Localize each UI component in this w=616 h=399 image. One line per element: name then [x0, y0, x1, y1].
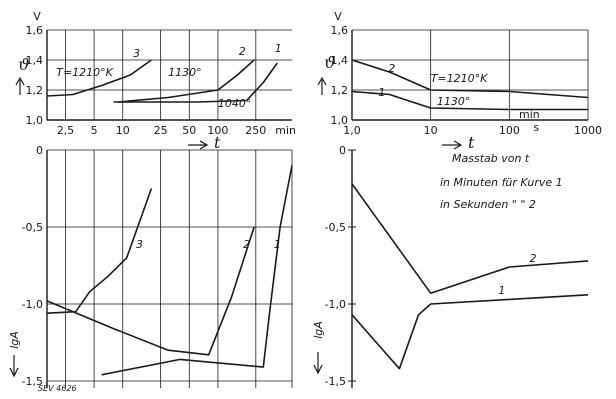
y-arrow-top-right [317, 76, 327, 95]
y-tick-label-bottom-left: 0 [36, 144, 43, 157]
series-line-3-bottom-left [46, 188, 153, 314]
y-tick-label-top-left: 1,6 [26, 24, 44, 37]
x-tick-label-top-left: 250 [245, 124, 266, 137]
annotation-scale-line2: in Minuten für Kurve 1 [440, 176, 563, 189]
x-tick-label-top-right: 1,0 [343, 124, 361, 137]
x-tick-label-top-left: 50 [182, 124, 196, 137]
x-arrow-top-left [188, 140, 209, 150]
y-tick-label-top-right: 1,6 [331, 24, 349, 37]
annotation-temp-top-right: T=1210°K [431, 72, 488, 85]
series-line-1-top-right [351, 90, 588, 111]
y-axis-label-bottom-left: lgA [8, 331, 21, 349]
x-tick-label-top-right: 10 [424, 124, 438, 137]
y-axis-label-top-right: ϑ [324, 53, 335, 72]
x-tick-label-top-left: 100 [207, 124, 228, 137]
series-line-3-top-left [46, 59, 152, 97]
x-axis-label-top-left: t [214, 133, 221, 152]
x-unit-s-top-right: s [533, 121, 539, 134]
x-unit-min-top-right: min [519, 108, 540, 121]
series-label-1-top-right: 1 [378, 86, 385, 99]
y-tick-label-bottom-left: -0,5 [22, 221, 43, 234]
y-tick-label-bottom-right: -1,5 [325, 375, 346, 388]
series-label-2-bottom-left: 2 [243, 238, 250, 251]
x-axis-label-top-right: t [468, 133, 475, 152]
series-line-2-bottom-left [46, 226, 255, 356]
y-axis-label-top-left: ϑ [18, 55, 29, 74]
x-tick-label-top-right: 100 [499, 124, 520, 137]
y-tick-label-top-left: 1,0 [26, 114, 44, 127]
x-tick-label-top-left: 25 [154, 124, 168, 137]
figure-code: SEV 4626 [38, 384, 77, 393]
annotation-scale-line3: in Sekunden " " 2 [440, 198, 536, 211]
annotation-temp2-top-right: 1130° [437, 95, 471, 108]
x-tick-label-top-left: 2,5 [57, 124, 75, 137]
series-label-3-bottom-left: 3 [136, 238, 143, 251]
series-label-1-bottom-left: 1 [274, 238, 281, 251]
series-line-2-bottom-right [351, 183, 589, 295]
y-tick-label-top-left: 1,4 [26, 54, 44, 67]
series-line-1-bottom-left [101, 165, 293, 376]
y-tick-label-bottom-right: 0 [339, 144, 346, 157]
y-unit-top-right: V [334, 10, 342, 23]
y-tick-label-bottom-right: -0,5 [325, 221, 346, 234]
y-tick-label-top-right: 1,2 [331, 84, 349, 97]
y-tick-label-bottom-left: -1,5 [22, 375, 43, 388]
x-tick-label-top-right: 1000 [574, 124, 602, 137]
y-arrow-bottom-right [313, 352, 323, 375]
annotation-2-top-left: 1130° [168, 66, 202, 79]
y-unit-top-left: V [33, 10, 41, 23]
y-tick-label-top-right: 1,0 [331, 114, 349, 127]
y-tick-label-bottom-right: -1,0 [325, 298, 346, 311]
series-line-1-bottom-right [351, 294, 589, 370]
annotation-1-top-left: 1040° [218, 97, 252, 110]
x-arrow-top-right [442, 140, 463, 150]
x-tick-label-top-left: 5 [91, 124, 98, 137]
y-arrow-bottom-left [9, 355, 19, 378]
series-label-1-bottom-right: 1 [498, 284, 505, 297]
series-line-2-top-left [118, 59, 255, 103]
series-label-3-top-left: 3 [133, 47, 140, 60]
annotation-3-top-left: T=1210°K [56, 66, 113, 79]
y-axis-label-bottom-right: lgA [312, 321, 325, 339]
y-tick-label-top-left: 1,2 [26, 84, 44, 97]
series-label-2-bottom-right: 2 [530, 252, 537, 265]
series-line-1-top-left [113, 62, 278, 103]
annotation-scale-line1: Masstab von t [452, 152, 530, 165]
series-label-2-top-right: 2 [388, 62, 395, 75]
y-arrow-top-left [15, 76, 25, 95]
series-label-1-top-left: 1 [275, 42, 282, 55]
y-tick-label-top-right: 1,4 [331, 54, 349, 67]
x-tick-label-top-left: 10 [116, 124, 130, 137]
y-tick-label-bottom-left: -1,0 [22, 298, 43, 311]
x-unit-top-left: min [275, 124, 296, 137]
series-line-2-top-right [351, 59, 589, 99]
series-label-2-top-left: 2 [239, 45, 246, 58]
